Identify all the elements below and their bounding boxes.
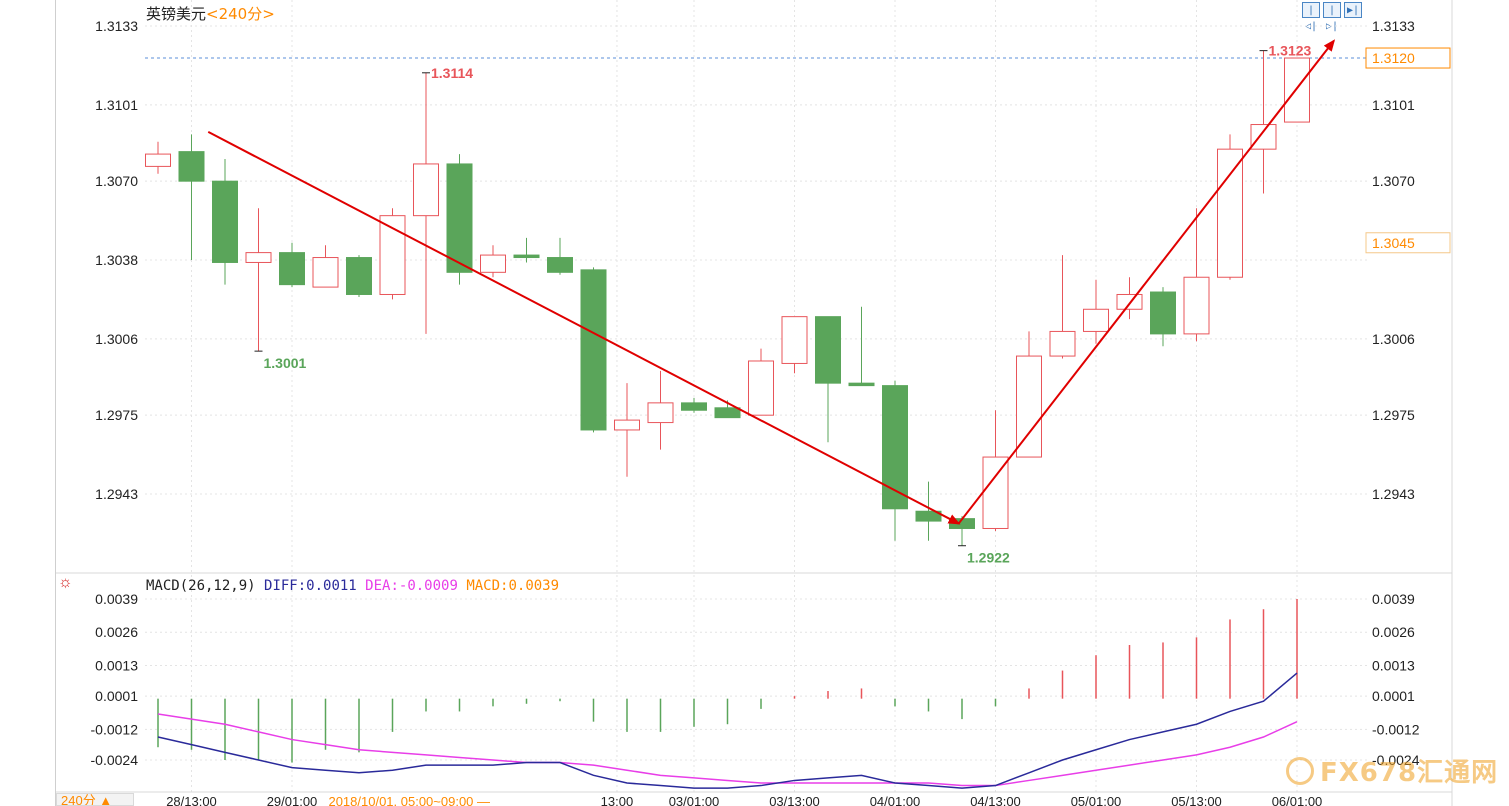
- low-price-annotation: 1.3001: [264, 355, 307, 371]
- candle-down[interactable]: [346, 257, 372, 295]
- time-axis-label: 03/01:00: [669, 794, 720, 806]
- candle-up[interactable]: [982, 456, 1009, 529]
- macd-tick-right: 0.0039: [1372, 591, 1415, 607]
- price-tick-left: 1.3133: [95, 18, 138, 34]
- price-tick-left: 1.3038: [95, 252, 138, 268]
- candle-up[interactable]: [1016, 355, 1042, 458]
- candle-down[interactable]: [212, 180, 238, 263]
- price-tick-right: 1.3070: [1372, 173, 1415, 189]
- low-price-annotation: 1.2922: [967, 550, 1010, 566]
- candle-up[interactable]: [1284, 57, 1310, 123]
- candle-up[interactable]: [312, 257, 339, 288]
- current-price-label: 1.3120: [1372, 50, 1415, 66]
- macd-tick-left: -0.0024: [91, 752, 139, 768]
- macd-dea-line: [157, 713, 1298, 787]
- chart-frame-left: [55, 0, 56, 806]
- candle-up[interactable]: [413, 163, 439, 217]
- candle-up[interactable]: [1183, 276, 1210, 335]
- candle-down[interactable]: [915, 510, 942, 522]
- macd-name: MACD(26,12,9): [146, 578, 256, 594]
- price-tick-left: 1.3070: [95, 173, 138, 189]
- time-axis-label: 04/01:00: [870, 794, 921, 806]
- time-axis-label: 03/13:00: [769, 794, 820, 806]
- high-price-annotation: 1.3123: [1269, 43, 1312, 59]
- trend-arrow: [207, 131, 961, 525]
- trend-arrow: [957, 39, 1336, 525]
- macd-diff-value: DIFF:0.0011: [264, 578, 357, 594]
- macd-tick-right: 0.0001: [1372, 688, 1415, 704]
- price-tick-right: 1.3133: [1372, 18, 1415, 34]
- time-crosshair-label: 2018/10/01, 05:00~09:00 —: [328, 794, 490, 806]
- price-tick-right: 1.2943: [1372, 486, 1415, 502]
- macd-tick-right: -0.0024: [1372, 752, 1420, 768]
- candle-up[interactable]: [1116, 293, 1143, 310]
- candle-down[interactable]: [882, 385, 908, 510]
- price-tick-right: 1.3101: [1372, 97, 1415, 113]
- macd-legend: MACD(26,12,9) DIFF:0.0011 DEA:-0.0009 MA…: [146, 578, 559, 594]
- period-select-button[interactable]: 240分 ▲: [56, 793, 134, 806]
- candle-down[interactable]: [1150, 291, 1176, 335]
- symbol-name: 英镑美元: [146, 5, 207, 23]
- candle-down[interactable]: [580, 269, 607, 431]
- time-axis-label: 29/01:00: [267, 794, 318, 806]
- candle-down[interactable]: [815, 316, 841, 384]
- chart-toolbar: |◁| |▷| ▶|: [1302, 2, 1362, 32]
- macd-tick-left: 0.0026: [95, 624, 138, 640]
- time-axis-label: 05/01:00: [1071, 794, 1122, 806]
- time-axis-label: 13:00: [601, 794, 634, 806]
- macd-tick-right: 0.0013: [1372, 657, 1415, 673]
- candle-down[interactable]: [178, 151, 205, 182]
- marker-price-box: [1365, 232, 1451, 254]
- macd-tick-left: -0.0012: [91, 721, 139, 737]
- macd-dea-value: DEA:-0.0009: [365, 578, 458, 594]
- macd-tick-right: 0.0026: [1372, 624, 1415, 640]
- macd-tick-left: 0.0001: [95, 688, 138, 704]
- candle-up[interactable]: [480, 254, 506, 273]
- candle-up[interactable]: [647, 402, 674, 424]
- chart-title: 英镑美元<240分>: [146, 3, 275, 24]
- candle-down[interactable]: [714, 407, 741, 419]
- period-label[interactable]: <240分>: [206, 5, 275, 23]
- candle-up[interactable]: [1049, 330, 1076, 357]
- candle-down[interactable]: [513, 254, 540, 259]
- time-axis-label: 06/01:00: [1272, 794, 1323, 806]
- price-tick-right: 1.3006: [1372, 331, 1415, 347]
- current-price-box: [1365, 47, 1451, 69]
- candle-up[interactable]: [1217, 148, 1243, 278]
- price-tick-right: 1.2975: [1372, 407, 1415, 423]
- price-tick-left: 1.2943: [95, 486, 138, 502]
- price-tick-left: 1.2975: [95, 407, 138, 423]
- candle-down[interactable]: [848, 382, 875, 387]
- time-axis-label: 28/13:00: [166, 794, 217, 806]
- candle-up[interactable]: [1083, 308, 1109, 332]
- macd-value: MACD:0.0039: [466, 578, 560, 594]
- candle-up[interactable]: [1250, 124, 1277, 150]
- watermark-text: FX678汇通网: [1320, 758, 1499, 788]
- macd-diff-line: [157, 672, 1298, 789]
- indicator-settings-icon[interactable]: ☼: [58, 574, 73, 591]
- time-axis-label: 05/13:00: [1171, 794, 1222, 806]
- candle-up[interactable]: [748, 360, 774, 416]
- price-tick-left: 1.3006: [95, 331, 138, 347]
- candle-up[interactable]: [145, 153, 171, 167]
- high-price-annotation: 1.3114: [431, 65, 473, 81]
- macd-tick-left: 0.0039: [95, 591, 138, 607]
- time-axis-label: 04/13:00: [970, 794, 1021, 806]
- watermark-logo-icon: [1286, 756, 1314, 785]
- price-tick-left: 1.3101: [95, 97, 138, 113]
- candle-down[interactable]: [279, 252, 305, 286]
- candle-up[interactable]: [614, 419, 640, 431]
- scroll-end-icon[interactable]: ▶|: [1344, 2, 1362, 18]
- candle-down[interactable]: [446, 163, 473, 273]
- macd-tick-right: -0.0012: [1372, 721, 1420, 737]
- watermark: FX678汇通网: [1286, 752, 1498, 789]
- candle-up[interactable]: [245, 252, 272, 263]
- marker-price-label: 1.3045: [1372, 235, 1415, 251]
- candle-down[interactable]: [681, 402, 707, 411]
- macd-tick-left: 0.0013: [95, 657, 138, 673]
- candle-up[interactable]: [781, 316, 808, 364]
- candle-down[interactable]: [547, 257, 573, 273]
